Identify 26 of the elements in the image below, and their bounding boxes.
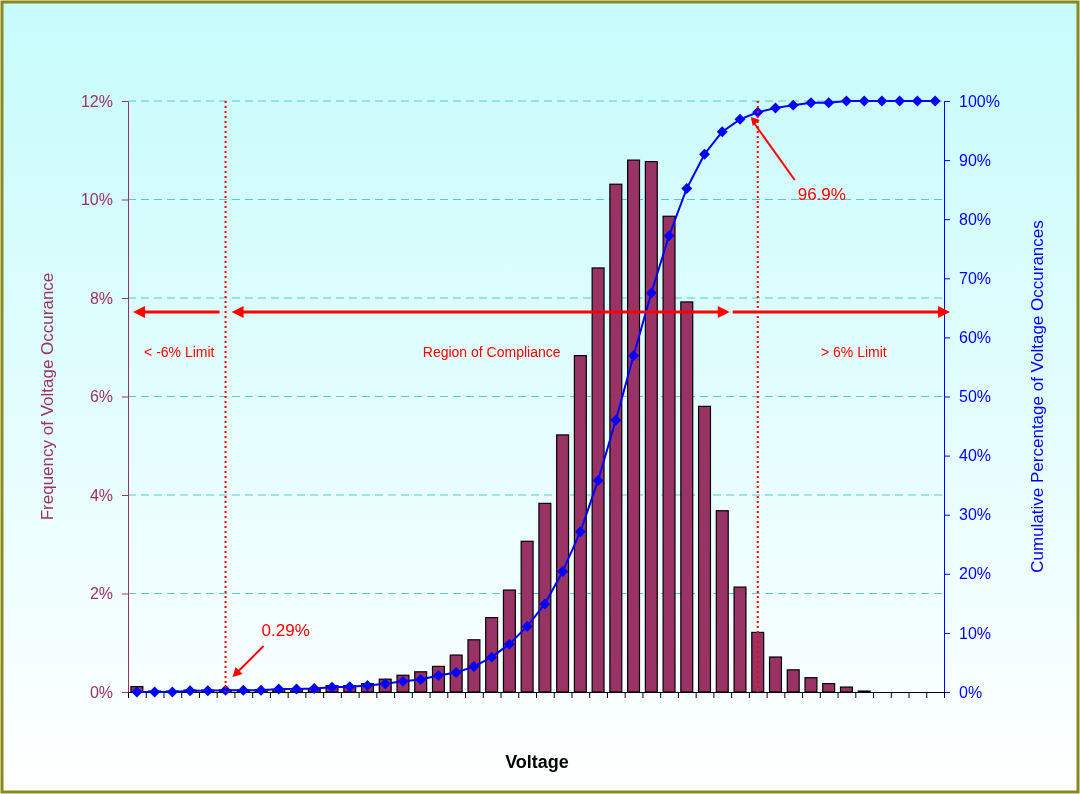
y2-tick-label: 40%: [959, 447, 992, 465]
y-tick-label: 0%: [89, 683, 113, 701]
y2-tick-label: 90%: [959, 151, 992, 169]
y-tick-label: 8%: [89, 289, 113, 307]
annotation: 96.9%: [797, 185, 846, 204]
annotation: > 6% Limit: [820, 344, 887, 360]
y-tick-label: 4%: [89, 486, 113, 504]
y2-tick-label: 70%: [959, 269, 992, 287]
y-tick-label: 12%: [80, 92, 113, 110]
y2-tick-label: 50%: [959, 388, 992, 406]
y2-tick-label: 20%: [959, 565, 992, 583]
y-tick-label: 10%: [80, 191, 113, 209]
y2-tick-label: 30%: [959, 506, 992, 524]
y2-tick-label: 0%: [959, 683, 983, 701]
y2-tick-label: 10%: [959, 624, 992, 642]
annotation: < -6% Limit: [144, 344, 215, 360]
y2-tick-label: 60%: [959, 329, 992, 347]
y-tick-label: 2%: [89, 585, 113, 603]
y2-tick-label: 80%: [959, 210, 992, 228]
y2-axis-title: Cumulative Percentage of Voltage Occurances: [1028, 220, 1047, 573]
x-axis-title: Voltage: [505, 752, 569, 772]
annotation: 0.29%: [261, 621, 310, 640]
y-tick-label: 6%: [89, 388, 113, 406]
y-axis-title: Frequency of Voltage Occurance: [38, 272, 57, 521]
y2-tick-label: 100%: [959, 92, 1000, 110]
annotation: Region of Compliance: [422, 344, 561, 360]
